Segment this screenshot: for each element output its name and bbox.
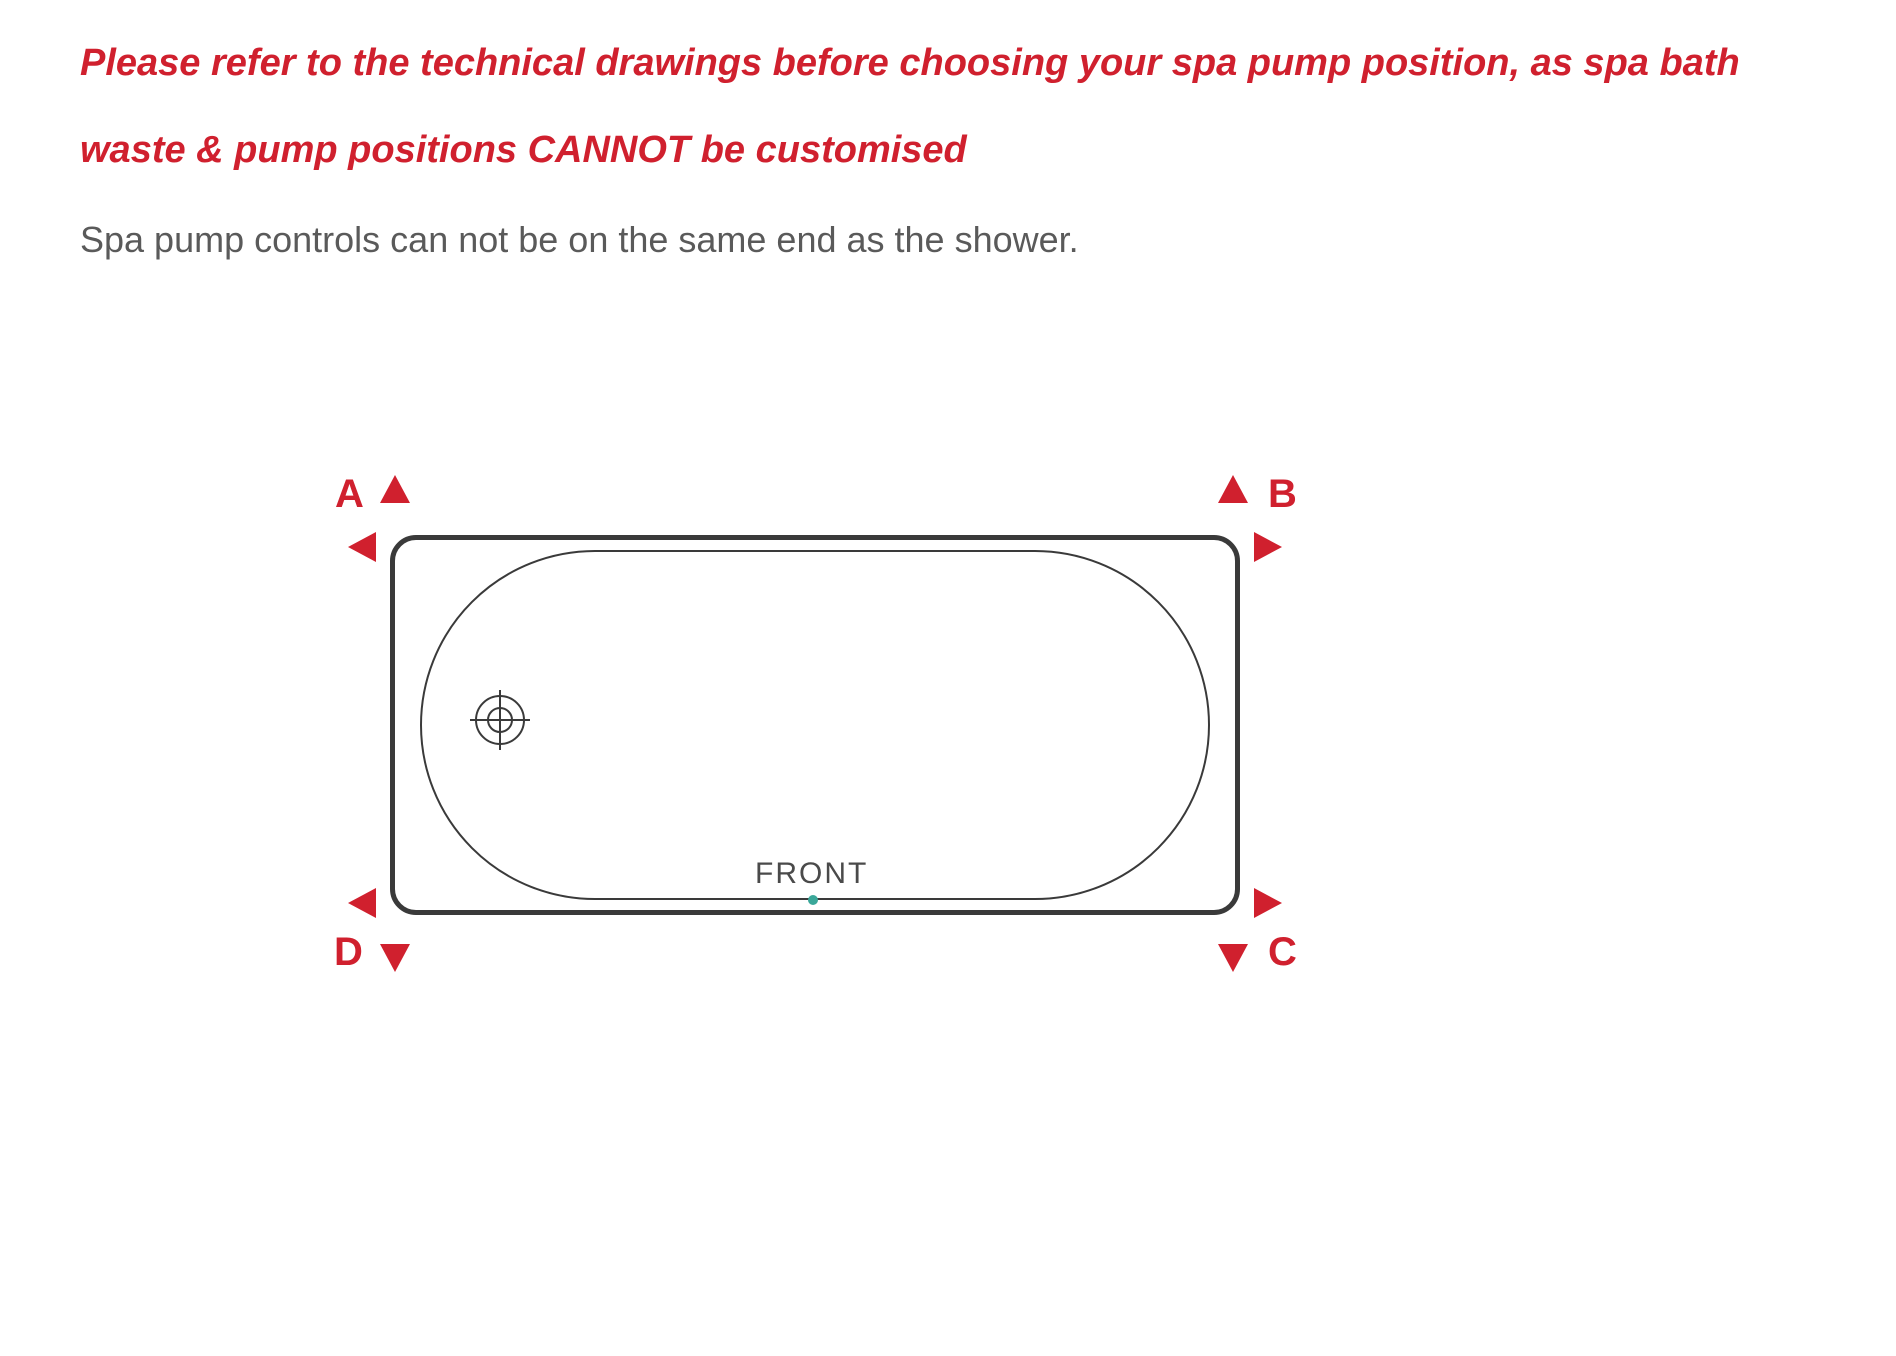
front-label: FRONT	[755, 857, 868, 891]
corner-d-arrow-left	[348, 888, 376, 918]
tub-inner-oval	[420, 550, 1210, 900]
corner-b-arrow-up	[1218, 475, 1248, 503]
corner-label-c: C	[1268, 930, 1297, 975]
subtitle-text: Spa pump controls can not be on the same…	[80, 215, 1816, 265]
corner-label-a: A	[335, 472, 364, 517]
corner-b-arrow-right	[1254, 532, 1282, 562]
spa-tub-diagram: A B C D FRONT	[360, 480, 1270, 980]
corner-c-arrow-right	[1254, 888, 1282, 918]
front-dot-icon	[808, 895, 818, 905]
corner-label-d: D	[334, 930, 363, 975]
drain-icon	[470, 690, 530, 755]
warning-text: Please refer to the technical drawings b…	[80, 20, 1816, 195]
corner-label-b: B	[1268, 472, 1297, 517]
corner-a-arrow-left	[348, 532, 376, 562]
corner-d-arrow-down	[380, 944, 410, 972]
corner-a-arrow-up	[380, 475, 410, 503]
corner-c-arrow-down	[1218, 944, 1248, 972]
